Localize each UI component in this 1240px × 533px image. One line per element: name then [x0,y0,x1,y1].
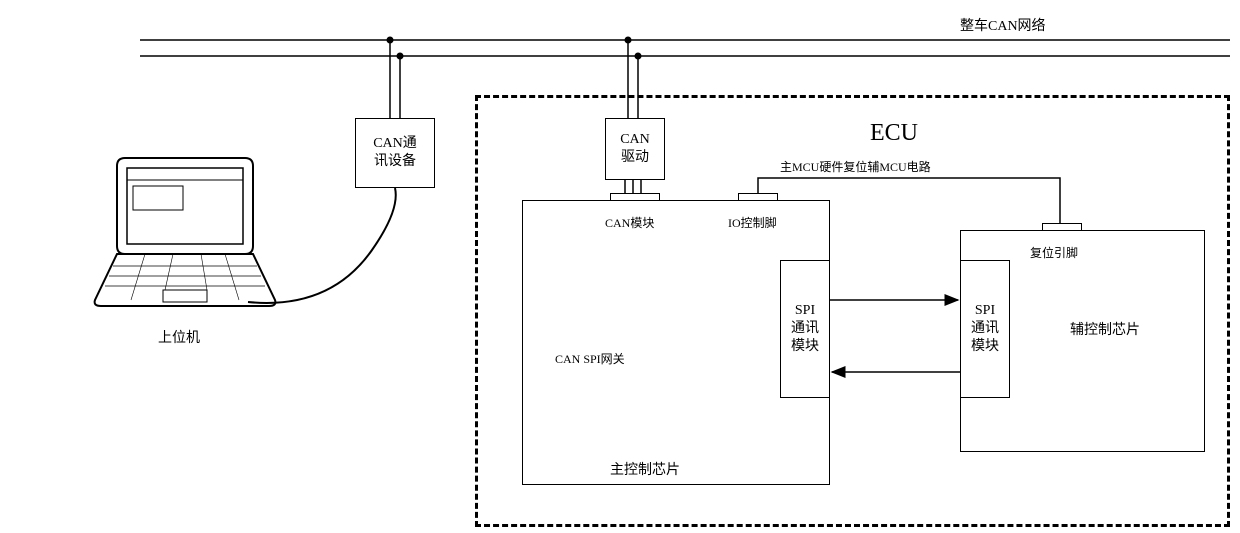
can-driver-box: CAN 驱动 [605,118,665,180]
can-device-box: CAN通 讯设备 [355,118,435,188]
reset-pin-tab [1042,223,1082,231]
can-module-label: CAN模块 [605,216,654,230]
spi-module-main: SPI 通讯 模块 [780,260,830,398]
main-chip-label: 主控制芯片 [610,462,680,480]
can-network-label: 整车CAN网络 [960,18,1046,36]
laptop-illustration [85,150,285,320]
can-module-tab [610,193,660,201]
host-pc-label: 上位机 [158,330,200,348]
reset-pin-label: 复位引脚 [1030,246,1078,260]
can-spi-gateway-label: CAN SPI网关 [555,352,625,366]
ecu-label: ECU [870,120,918,147]
aux-chip-label: 辅控制芯片 [1070,322,1140,340]
reset-circuit-label: 主MCU硬件复位辅MCU电路 [780,160,931,174]
spi-module-aux: SPI 通讯 模块 [960,260,1010,398]
io-pin-tab [738,193,778,201]
io-pin-label: IO控制脚 [728,216,777,230]
